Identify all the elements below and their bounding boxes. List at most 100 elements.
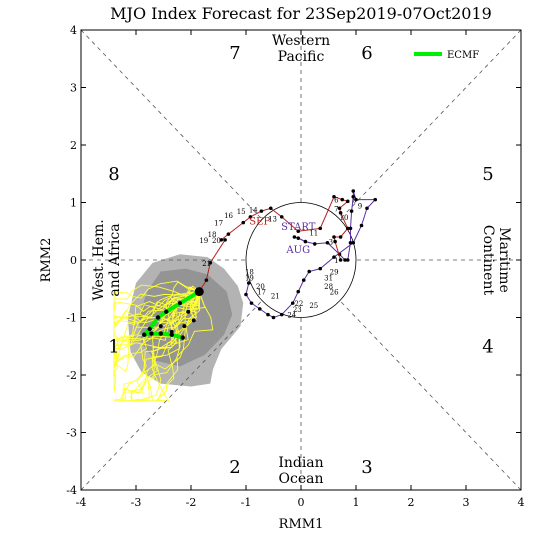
day-label: 19 <box>245 274 254 282</box>
day-label: 16 <box>224 212 233 220</box>
phase-number-5: 5 <box>482 164 493 185</box>
region-label-left-line1: West. Hem. <box>91 219 107 300</box>
forecast-point <box>158 331 163 336</box>
x-tick-label: 4 <box>518 496 525 509</box>
y-tick-label: 3 <box>70 82 77 95</box>
series-point-sep <box>338 211 343 215</box>
series-point-sep <box>318 226 323 231</box>
series-point-aug <box>343 258 347 262</box>
y-tick-label: 2 <box>70 139 77 152</box>
day-label: 1 <box>334 257 338 265</box>
forecast-start-point <box>194 287 204 297</box>
forecast-dot <box>191 318 196 323</box>
month-label-aug: AUG <box>285 245 310 256</box>
day-label: 7 <box>334 205 338 213</box>
day-label: 8 <box>352 197 356 205</box>
day-label: 9 <box>358 202 362 210</box>
y-tick-label: 0 <box>70 254 77 267</box>
day-label: 17 <box>257 289 266 297</box>
forecast-point <box>169 332 174 337</box>
series-point-sep <box>259 209 264 213</box>
day-label: 14 <box>249 206 258 214</box>
forecast-point <box>147 326 152 332</box>
day-label: 19 <box>199 237 208 245</box>
amplitude-unit-circle <box>245 202 357 318</box>
guide-diagonal-nw <box>80 29 263 220</box>
series-point-sep <box>208 261 213 265</box>
series-point-sep <box>332 194 336 199</box>
series-point-sep <box>268 206 273 211</box>
series-point-aug <box>296 289 301 294</box>
series-point-sep <box>340 197 345 202</box>
series-point-aug <box>332 255 336 259</box>
day-label: 21 <box>202 260 211 268</box>
series-point-sep <box>345 199 350 204</box>
forecast-dot <box>182 324 187 329</box>
series-point-aug <box>303 239 308 244</box>
series-point-sep <box>345 226 350 231</box>
ensemble-member-line <box>113 291 200 331</box>
phase-number-8: 8 <box>108 164 119 185</box>
ensemble-member-line <box>114 291 201 402</box>
series-point-aug <box>307 269 312 274</box>
series-point-aug <box>351 194 356 199</box>
phase-number-3: 3 <box>361 457 372 478</box>
series-point-sep <box>219 238 224 242</box>
ensemble-member-line <box>130 286 200 402</box>
legend-ecmf-label: ECMF <box>447 50 479 61</box>
x-tick-label: 1 <box>353 496 360 509</box>
forecast-point <box>164 309 169 314</box>
chart-title: MJO Index Forecast for 23Sep2019-07Oct20… <box>110 4 492 23</box>
series-point-sep <box>223 238 227 242</box>
region-label-top-line2: Pacific <box>278 49 325 65</box>
series-point-aug <box>349 209 354 213</box>
series-point-aug <box>266 312 270 317</box>
phase-number-4: 4 <box>482 336 493 357</box>
y-tick-label: -2 <box>66 369 77 382</box>
series-point-aug <box>249 301 254 305</box>
y-tick-label: -3 <box>66 427 77 440</box>
series-point-aug <box>244 292 248 297</box>
ensemble-member-line <box>133 291 200 402</box>
forecast-dot <box>169 329 174 334</box>
region-label-bottom-line2: Ocean <box>279 471 324 487</box>
day-label: 28 <box>324 283 333 291</box>
forecast-point <box>142 332 147 337</box>
x-tick-label: 3 <box>463 496 470 509</box>
y-tick-label: 1 <box>70 197 77 210</box>
series-point-aug <box>359 223 364 228</box>
region-label-bottom-line1: Indian <box>278 455 323 471</box>
series-point-sep <box>337 206 342 211</box>
ensemble-member-line <box>121 291 200 402</box>
day-label: 25 <box>309 302 318 310</box>
series-point-sep <box>332 235 336 239</box>
series-point-aug <box>271 315 276 320</box>
series-point-aug <box>348 226 353 231</box>
series-point-aug <box>292 235 297 239</box>
series-point-aug <box>246 281 251 285</box>
y-tick-label: 4 <box>70 24 77 37</box>
x-tick-label: -1 <box>241 496 252 509</box>
guide-diagonal-ne <box>339 29 522 220</box>
day-label: 17 <box>214 220 223 228</box>
day-label: 20 <box>256 283 265 291</box>
series-point-aug <box>290 301 295 305</box>
y-tick-label: -1 <box>66 312 77 325</box>
ensemble-member-line <box>113 281 200 373</box>
region-label-right-line2: Continent <box>480 225 496 296</box>
day-label: 21 <box>271 293 280 301</box>
forecast-point <box>149 331 154 336</box>
series-point-sep <box>338 235 343 239</box>
series-point-sep <box>333 239 337 244</box>
series-point-aug <box>345 258 350 262</box>
series-point-sep <box>296 229 301 234</box>
region-label-right-line1: Maritime <box>496 227 512 293</box>
series-point-sep <box>279 215 284 219</box>
ensemble-member-line <box>113 291 200 348</box>
phase-number-1: 1 <box>108 336 119 357</box>
y-axis-label: RMM2 <box>39 238 54 283</box>
day-label: 23 <box>293 306 302 314</box>
series-point-sep <box>338 258 343 262</box>
x-tick-label: 2 <box>408 496 415 509</box>
